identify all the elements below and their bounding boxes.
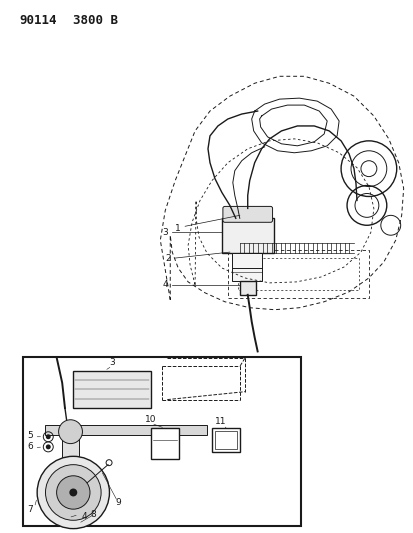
Text: 11: 11 <box>214 417 226 426</box>
Bar <box>227 250 368 298</box>
Bar <box>62 429 79 472</box>
Circle shape <box>37 456 109 529</box>
Text: 9: 9 <box>115 498 120 507</box>
Circle shape <box>45 465 101 520</box>
Bar <box>73 371 151 408</box>
Bar <box>221 219 273 253</box>
Text: 10: 10 <box>145 415 157 424</box>
Text: 1: 1 <box>175 224 180 233</box>
Text: 3800 B: 3800 B <box>73 14 118 27</box>
Bar <box>239 281 255 295</box>
Text: 6: 6 <box>27 442 33 451</box>
Bar <box>215 431 237 449</box>
Circle shape <box>46 445 51 449</box>
Circle shape <box>59 420 82 443</box>
FancyBboxPatch shape <box>222 206 272 222</box>
Text: 3: 3 <box>162 228 168 237</box>
Text: 90114: 90114 <box>19 14 57 27</box>
Text: 2: 2 <box>165 254 171 263</box>
Bar <box>237 258 358 290</box>
Text: 4: 4 <box>162 280 168 289</box>
Text: 4: 4 <box>81 512 87 521</box>
Bar <box>212 429 240 452</box>
Circle shape <box>46 434 51 439</box>
Circle shape <box>69 489 77 496</box>
Text: 8: 8 <box>90 510 95 519</box>
Bar <box>151 429 178 459</box>
Text: 7: 7 <box>27 505 33 514</box>
Circle shape <box>57 476 90 509</box>
Bar <box>23 358 301 526</box>
Bar <box>231 253 261 281</box>
Bar <box>45 425 206 435</box>
Text: 3: 3 <box>109 358 115 367</box>
Text: 5: 5 <box>27 431 33 440</box>
